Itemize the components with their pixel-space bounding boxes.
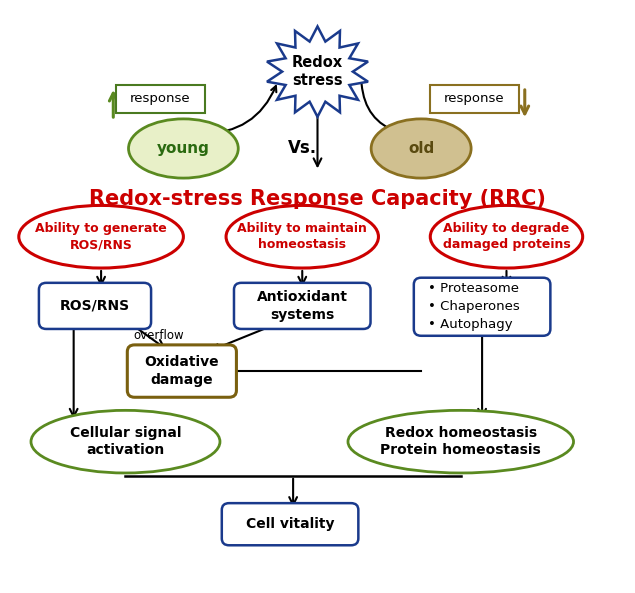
Text: response: response <box>444 93 505 106</box>
FancyBboxPatch shape <box>431 85 519 113</box>
FancyBboxPatch shape <box>39 283 151 329</box>
Ellipse shape <box>31 410 220 473</box>
Text: ROS/RNS: ROS/RNS <box>60 299 130 313</box>
Text: overflow: overflow <box>133 329 184 342</box>
Text: response: response <box>130 93 191 106</box>
Text: Oxidative
damage: Oxidative damage <box>145 355 219 387</box>
Text: Ability to degrade
damaged proteins: Ability to degrade damaged proteins <box>443 222 570 251</box>
Polygon shape <box>267 27 368 117</box>
Text: Cellular signal
activation: Cellular signal activation <box>70 426 181 457</box>
Text: Redox homeostasis
Protein homeostasis: Redox homeostasis Protein homeostasis <box>380 426 541 457</box>
FancyBboxPatch shape <box>414 278 551 336</box>
Ellipse shape <box>348 410 573 473</box>
Ellipse shape <box>226 205 378 268</box>
Ellipse shape <box>19 205 184 268</box>
Text: Redox-stress Response Capacity (RRC): Redox-stress Response Capacity (RRC) <box>89 189 546 209</box>
FancyBboxPatch shape <box>116 85 204 113</box>
Text: old: old <box>408 141 434 156</box>
Text: Ability to generate
ROS/RNS: Ability to generate ROS/RNS <box>35 222 167 251</box>
Text: Ability to maintain
homeostasis: Ability to maintain homeostasis <box>237 222 367 251</box>
Text: Vs.: Vs. <box>288 139 317 158</box>
Ellipse shape <box>128 119 238 178</box>
Ellipse shape <box>371 119 471 178</box>
Text: Redox
stress: Redox stress <box>292 55 343 88</box>
FancyBboxPatch shape <box>222 503 358 546</box>
Text: Antioxidant
systems: Antioxidant systems <box>257 290 348 321</box>
Text: • Proteasome
• Chaperones
• Autophagy: • Proteasome • Chaperones • Autophagy <box>429 282 520 331</box>
Text: Cell vitality: Cell vitality <box>246 517 334 531</box>
Text: young: young <box>157 141 210 156</box>
FancyBboxPatch shape <box>127 345 236 397</box>
Ellipse shape <box>431 205 583 268</box>
FancyBboxPatch shape <box>234 283 371 329</box>
